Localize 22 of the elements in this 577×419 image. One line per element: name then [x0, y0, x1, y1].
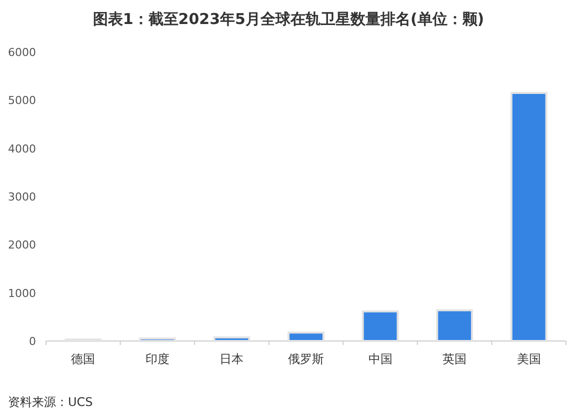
x-tick-label: 日本: [220, 352, 244, 366]
chart-title: 图表1：截至2023年5月全球在轨卫星数量排名(单位：颗): [92, 10, 484, 28]
y-tick-label: 5000: [8, 94, 36, 108]
y-tick-label: 4000: [8, 142, 36, 156]
bar: [362, 310, 399, 342]
y-tick-label: 2000: [8, 238, 36, 252]
y-tick-label: 3000: [8, 190, 36, 204]
x-tick-label: 印度: [145, 352, 170, 366]
text: 资料来源：UCS: [8, 395, 93, 409]
y-tick-label: 6000: [8, 46, 36, 59]
y-tick-label: 1000: [8, 286, 36, 300]
x-tick-label: 英国: [442, 352, 467, 366]
x-tick-label: 中国: [368, 352, 392, 366]
bar: [138, 337, 176, 342]
x-tick-label: 德国: [71, 352, 96, 366]
bar: [288, 332, 324, 342]
bar: [510, 92, 548, 342]
bar: [436, 309, 474, 342]
bar: [213, 336, 250, 342]
x-tick-label: 俄罗斯: [288, 352, 324, 366]
x-tick-label: 美国: [516, 352, 541, 366]
y-tick-label: 0: [29, 335, 36, 348]
